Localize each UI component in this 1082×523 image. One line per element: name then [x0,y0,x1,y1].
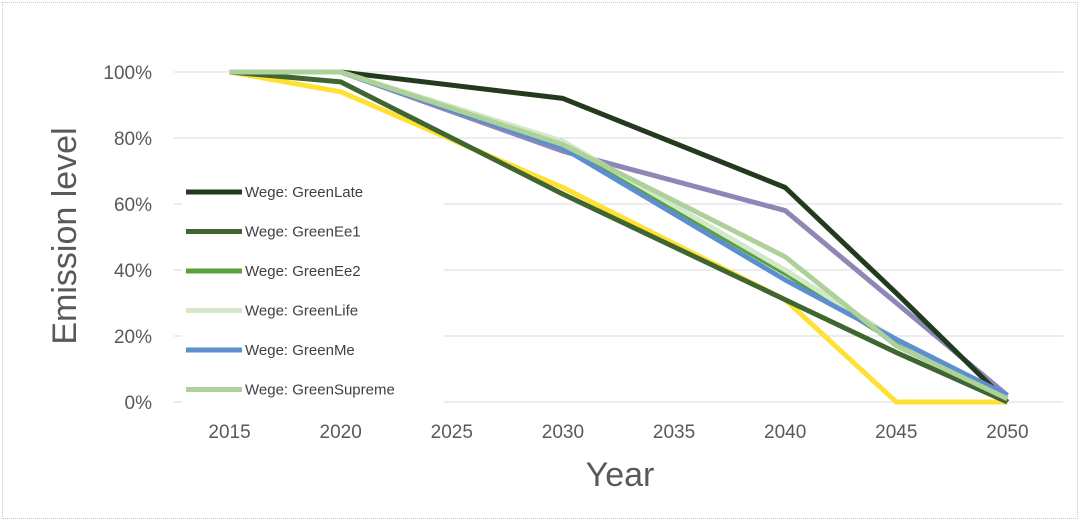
x-tick-label: 2045 [875,422,917,443]
x-tick-label: 2035 [653,422,695,443]
x-tick-label: 2040 [764,422,806,443]
series-line-unlabeled-0 [229,69,1008,405]
x-tick-label: 2050 [986,422,1028,443]
y-tick-label: 60% [114,195,152,216]
x-tick-label: 2020 [320,422,362,443]
x-tick-labels: 2015 2020 2025 2030 2035 2040 2045 2050 [208,422,1028,443]
legend-label: Wege: GreenMe [245,342,355,359]
series-line-wege-greenee1 [229,69,1009,405]
x-tick-label: 2015 [208,422,250,443]
legend-label: Wege: GreenLife [245,303,358,320]
y-tick-labels: 0% 20% 40% 60% 80% 100% [103,63,152,414]
legend-label: Wege: GreenLate [245,184,363,201]
y-tick-label: 100% [103,63,152,84]
y-tick-label: 40% [114,261,152,282]
x-tick-label: 2030 [542,422,584,443]
legend-label: Wege: GreenSupreme [245,382,395,399]
x-axis-title: Year [586,456,655,494]
legend: Wege: GreenLate Wege: GreenEe1 Wege: Green… [182,176,444,408]
legend-label: Wege: GreenEe2 [245,263,361,280]
legend-background [182,176,444,408]
series-lines [229,69,1010,405]
y-tick-label: 80% [114,129,152,150]
legend-label: Wege: GreenEe1 [245,224,361,241]
y-axis-title: Emission level [46,127,84,344]
y-tick-label: 20% [114,327,152,348]
series-line-wege-greensupreme [229,69,1009,401]
y-tick-label: 0% [125,393,153,414]
x-tick-label: 2025 [431,422,473,443]
